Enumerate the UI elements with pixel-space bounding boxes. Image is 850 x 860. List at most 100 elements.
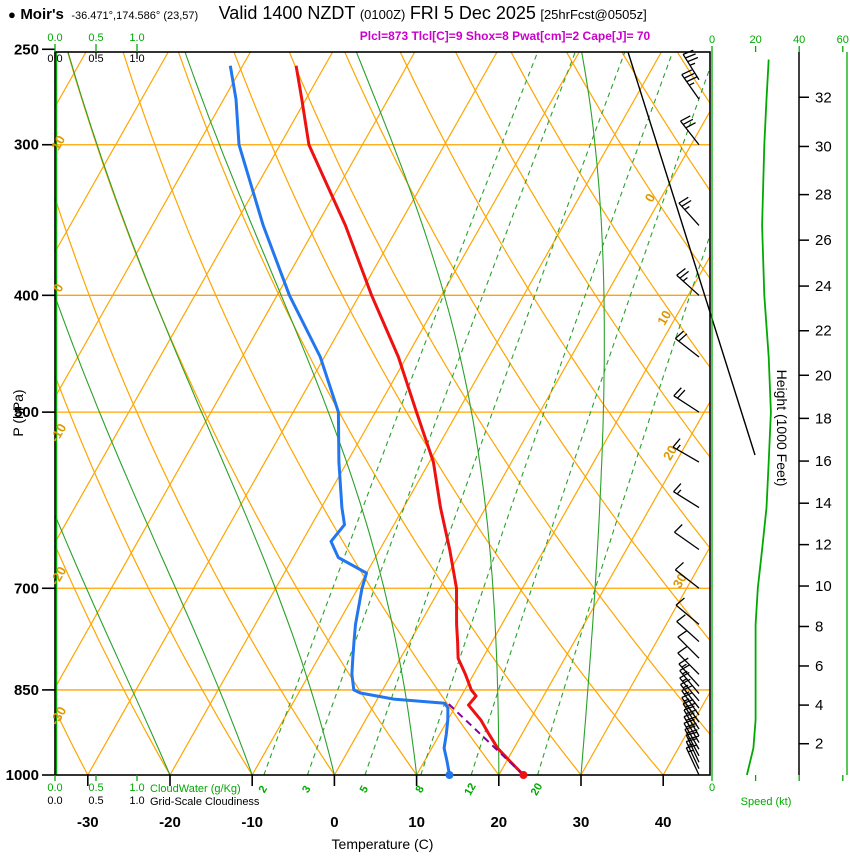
wind-barb-feather [677, 630, 688, 638]
temperature-tick-label: -20 [159, 814, 181, 831]
wind-barb-staff [673, 491, 700, 509]
wind-barb-staff [678, 202, 700, 226]
adiabat-value-label: -30 [47, 704, 69, 728]
pressure-tick-label: 500 [14, 404, 39, 421]
pressure-axis-title: P (hPa) [10, 389, 26, 437]
temperature-tick-label: -10 [241, 814, 263, 831]
temperature-tick-label: 0 [330, 814, 338, 831]
wind-barb-feather [680, 678, 691, 686]
surface-dots [445, 771, 528, 779]
temperature-axis-title: Temperature (C) [331, 836, 434, 852]
height-tick-label: 6 [815, 658, 823, 675]
parcel-lcl-path [447, 703, 525, 775]
wind-barb-staff [685, 747, 700, 776]
wind-barb-half-feather [682, 277, 688, 282]
wind-barb-feather [681, 69, 693, 76]
mixing-ratio-line [364, 52, 626, 775]
isotherm-line [580, 545, 710, 775]
speed-scale-bottom-label: 0 [709, 782, 715, 794]
temperature-tick-label: 30 [573, 814, 590, 831]
wind-barb-staff [680, 120, 700, 146]
adiabat-value-label: -10 [47, 421, 69, 445]
station-coordinates: -36.471°,174.586° (23,57) [71, 10, 199, 22]
wind-barb-feather [685, 702, 696, 708]
dry-adiabat-line [0, 49, 6, 775]
speed-scale-top-label: 20 [749, 34, 761, 46]
dry-adiabat-line [55, 543, 171, 775]
wind-barb-staff [673, 395, 700, 413]
temperature-tick-label: 40 [655, 814, 672, 831]
moist-adiabat-line [55, 513, 171, 775]
dry-adiabat-line [344, 52, 710, 642]
mixing-ratio-value-label: 2 [257, 784, 270, 795]
station-bullet-icon: ● [8, 7, 16, 22]
wind-barb-feather [683, 72, 695, 79]
cloudiness-scale-bottom-label: 0.0 [47, 795, 62, 807]
wind-barb-feather [681, 685, 693, 692]
wind-barb-feather [681, 692, 693, 699]
temperature-tick-label: 10 [408, 814, 425, 831]
wind-barb-feather [676, 267, 686, 276]
wind-barb-staff [683, 722, 700, 750]
pressure-tick-label: 700 [14, 580, 39, 597]
isotherm-value-label: 10 [654, 308, 674, 328]
frame [54, 51, 711, 776]
cloudiness-scale-title: Grid-Scale Cloudiness [150, 796, 260, 808]
wind-barb-feather [674, 561, 684, 571]
dewpoint-curve [228, 65, 451, 775]
speed-scale-top-label: 0 [709, 34, 715, 46]
isotherm-line [416, 255, 710, 775]
speed-panel [711, 46, 848, 781]
height-tick-label: 28 [815, 187, 832, 204]
forecast-run-info: [25hrFcst@0505z] [540, 7, 647, 22]
stability-indices-line: Plcl=873 Tlcl[C]=9 Shox=8 Pwat[cm]=2 Cap… [359, 29, 651, 43]
height-tick-label: 32 [815, 89, 832, 106]
cloudwater-scale-top-label: 0.5 [88, 32, 103, 44]
cloudwater-scale-top-label: 1.0 [129, 32, 144, 44]
wind-barb-staff [676, 274, 700, 296]
adiabat-value-label: 10 [48, 133, 68, 153]
mixing-ratio-value-label: 20 [529, 781, 546, 798]
surface-temperature-dot [519, 771, 528, 779]
isotherm-line [55, 52, 334, 544]
dry-adiabat-line [565, 52, 710, 280]
isotherm-line [498, 400, 710, 775]
wind-barb-half-feather [676, 444, 681, 450]
moist-adiabat-line [580, 52, 605, 775]
wind-barb-staff [681, 697, 700, 723]
isotherm-line [251, 52, 662, 775]
speed-axis-title: Speed (kt) [740, 796, 792, 808]
cloudwater-scale-top-label: 0.0 [47, 32, 62, 44]
isotherm-line [0, 52, 4, 775]
wind-barb-feather [674, 330, 684, 339]
wind-barb-half-feather [681, 663, 687, 668]
wind-barb-feather [682, 118, 694, 126]
wind-barb-staff [674, 531, 700, 551]
wind-barb-feather [686, 76, 697, 83]
dry-adiabat-line [454, 52, 710, 459]
pressure-tick-label: 400 [14, 287, 39, 304]
cloudiness-scale-top-label: 0.5 [88, 53, 103, 65]
mixing-ratio-line [470, 66, 710, 775]
height-tick-label: 26 [815, 232, 832, 249]
height-tick-label: 10 [815, 578, 832, 595]
isotherm-line [55, 52, 251, 399]
speed-scale-top-label: 60 [837, 34, 849, 46]
wind-barb-staff [678, 663, 700, 687]
green-grid [55, 52, 710, 775]
mixing-ratio-value-label: 3 [300, 784, 313, 795]
valid-time: Valid 1400 NZDT [218, 3, 356, 23]
wind-barbs [672, 49, 700, 776]
station-name: Moir's [20, 6, 64, 23]
cloudwater-scale-bottom-label: 1.0 [129, 782, 144, 794]
wind-barb-feather [679, 664, 690, 672]
mixing-ratio-line [306, 52, 576, 775]
pressure-tick-label: 250 [14, 41, 39, 58]
wind-barb-staff [680, 684, 700, 709]
wind-barb-feather [680, 115, 691, 122]
pressure-tick-label: 850 [14, 682, 39, 699]
temperature-tick-label: 20 [490, 814, 507, 831]
wind-barb-feather [679, 270, 689, 279]
